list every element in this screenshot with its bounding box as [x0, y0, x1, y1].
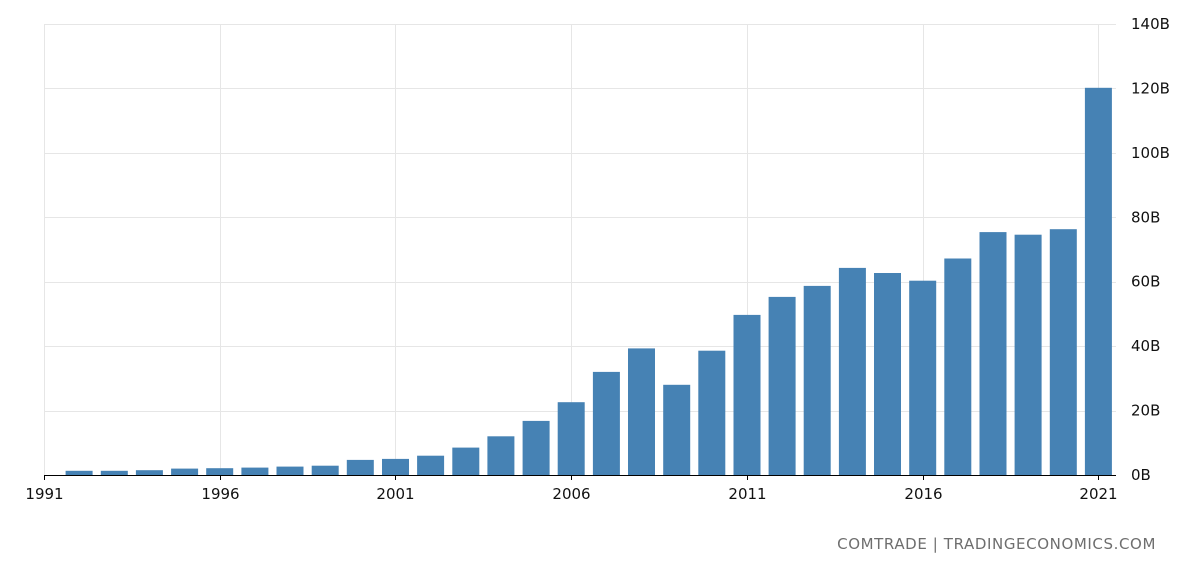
bar-2021[interactable] [1084, 87, 1112, 476]
x-tick-label: 2011 [728, 485, 766, 503]
bar-2012[interactable] [768, 296, 796, 475]
bar-1996[interactable] [206, 468, 234, 475]
bar-2015[interactable] [874, 273, 901, 475]
bar-2001[interactable] [382, 458, 409, 475]
y-tick-label: 140B [1131, 15, 1170, 33]
x-tick-label: 2021 [1079, 485, 1117, 503]
bar-1994[interactable] [135, 470, 163, 475]
bar-2000[interactable] [346, 459, 374, 475]
source-credit: COMTRADE | TRADINGECONOMICS.COM [837, 535, 1156, 553]
bar-1995[interactable] [171, 468, 199, 475]
bar-2010[interactable] [698, 350, 726, 475]
y-tick-label: 80B [1131, 208, 1160, 226]
bar-1999[interactable] [311, 465, 339, 475]
bar-1993[interactable] [100, 470, 128, 475]
y-tick-label: 0B [1131, 466, 1151, 484]
bar-2004[interactable] [487, 436, 515, 475]
y-tick-label: 120B [1131, 79, 1170, 97]
bar-2016[interactable] [909, 280, 937, 475]
bar-2003[interactable] [452, 447, 480, 475]
bar-1998[interactable] [276, 466, 304, 475]
bar-2007[interactable] [592, 371, 620, 475]
bar-2019[interactable] [1014, 234, 1042, 475]
bar-2018[interactable] [979, 232, 1007, 475]
y-tick-label: 100B [1131, 144, 1170, 162]
bar-1997[interactable] [241, 467, 269, 475]
y-tick-label: 40B [1131, 337, 1160, 355]
bar-2008[interactable] [628, 348, 655, 475]
bar-2005[interactable] [522, 420, 550, 475]
x-tick-label: 2016 [904, 485, 942, 503]
bar-2020[interactable] [1049, 229, 1077, 475]
bar-2017[interactable] [944, 258, 972, 476]
bar-2006[interactable] [557, 402, 585, 475]
bar-2013[interactable] [803, 285, 831, 475]
y-tick-label: 20B [1131, 402, 1160, 420]
x-tick-label: 2006 [552, 485, 590, 503]
bar-2002[interactable] [417, 455, 445, 475]
x-tick-label: 1991 [25, 485, 63, 503]
bar-2009[interactable] [663, 384, 691, 475]
bar-2014[interactable] [838, 267, 866, 475]
bar-1992[interactable] [65, 470, 93, 475]
x-tick-label: 1996 [201, 485, 239, 503]
bar-2011[interactable] [733, 314, 761, 475]
y-tick-label: 60B [1131, 273, 1160, 291]
x-tick-label: 2001 [376, 485, 414, 503]
